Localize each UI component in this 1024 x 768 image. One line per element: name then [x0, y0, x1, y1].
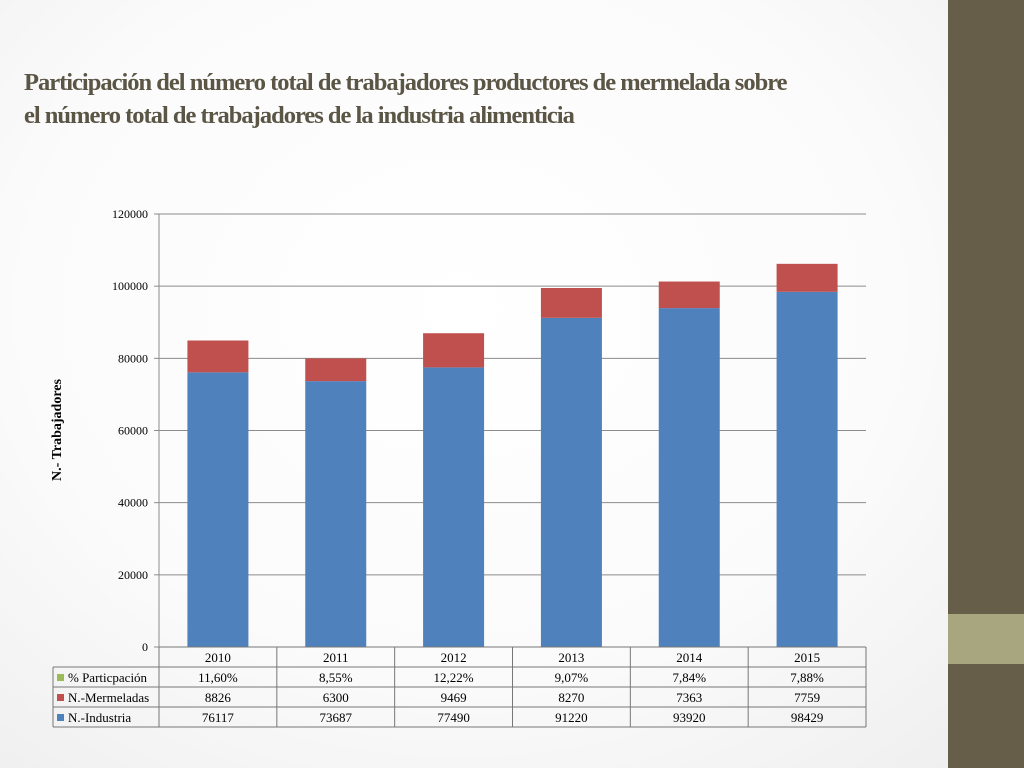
side-accent-block: [948, 614, 1024, 664]
table-cell: 76117: [202, 710, 235, 725]
legend-key: [57, 674, 64, 681]
legend-label: N.-Mermeladas: [68, 690, 149, 705]
table-cell: 7363: [676, 690, 702, 705]
bar-n-mermeladas-2013: [540, 288, 602, 318]
legend-label: N.-Industria: [68, 710, 131, 725]
table-cell: 9,07%: [555, 670, 589, 685]
bars: [187, 263, 838, 647]
legend-key: [57, 714, 64, 721]
slide-title: Participación del número total de trabaj…: [24, 66, 924, 132]
y-tick-label: 40000: [118, 496, 148, 510]
x-category-label: 2013: [558, 650, 584, 665]
legend-key: [57, 694, 64, 701]
bar-n-industria-2011: [305, 381, 367, 647]
table-cell: 11,60%: [198, 670, 238, 685]
table-cell: 77490: [437, 710, 470, 725]
table-cell: 73687: [320, 710, 353, 725]
x-category-label: 2010: [205, 650, 231, 665]
x-category-label: 2011: [323, 650, 349, 665]
x-category-label: 2014: [676, 650, 703, 665]
table-cell: 91220: [555, 710, 588, 725]
table-cell: 8826: [205, 690, 232, 705]
bar-n-industria-2015: [776, 291, 838, 647]
bar-n-industria-2014: [658, 308, 720, 647]
table-cell: 8,55%: [319, 670, 353, 685]
table-cell: 6300: [323, 690, 349, 705]
stacked-bar-chart: 0 20000 40000 60000 80000 100000 120000 N.- Tr…: [50, 207, 867, 728]
bar-n-industria-2013: [540, 317, 602, 647]
x-category-label: 2015: [794, 650, 820, 665]
slide-title-line-2: el número total de trabajadores de la in…: [24, 102, 575, 129]
bar-n-mermeladas-2012: [423, 333, 485, 368]
table-cell: 93920: [673, 710, 706, 725]
y-tick-label: 60000: [118, 424, 148, 438]
bar-n-industria-2010: [187, 372, 249, 647]
y-tick-label: 20000: [118, 568, 148, 582]
data-table: 2010 2011 2012 2013 2014 2015 % Particpación 11…: [52, 646, 867, 728]
y-tick-label: 100000: [112, 279, 148, 293]
bar-n-industria-2012: [423, 367, 485, 647]
y-tick-label: 80000: [118, 351, 148, 365]
y-tick-label: 120000: [112, 207, 148, 221]
table-cell: 7759: [794, 690, 820, 705]
bar-n-mermeladas-2011: [305, 358, 367, 382]
bar-n-mermeladas-2015: [776, 263, 838, 292]
table-cell: 7,88%: [790, 670, 824, 685]
table-cell: 8270: [558, 690, 584, 705]
gridlines: [159, 213, 866, 576]
table-cell: 98429: [791, 710, 824, 725]
slide-title-line-1: Participación del número total de trabaj…: [24, 69, 788, 96]
bar-n-mermeladas-2010: [187, 340, 249, 373]
table-cell: 9469: [441, 690, 467, 705]
table-cell: 7,84%: [672, 670, 706, 685]
x-category-label: 2012: [441, 650, 467, 665]
bar-n-mermeladas-2014: [658, 281, 720, 309]
y-axis-label: N.- Trabajadores: [50, 379, 65, 481]
y-tick-label: 0: [142, 640, 148, 654]
table-cell: 12,22%: [434, 670, 474, 685]
legend-label: % Particpación: [68, 670, 148, 685]
y-axis: 0 20000 40000 60000 80000 100000 120000: [112, 207, 160, 654]
